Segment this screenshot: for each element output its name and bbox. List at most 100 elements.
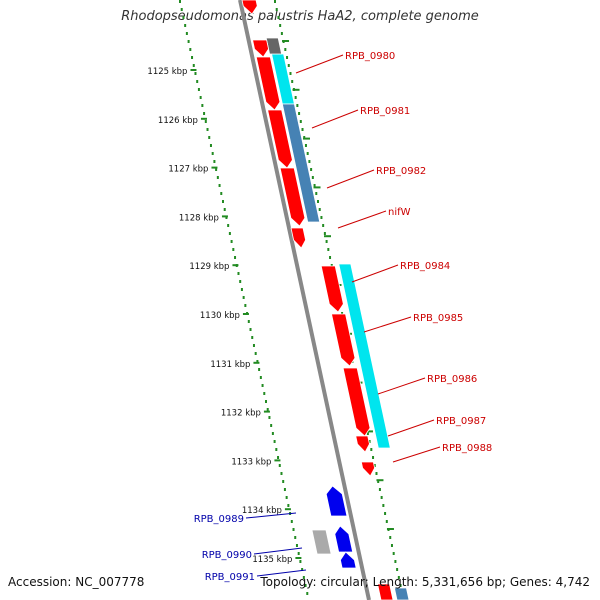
gene-label[interactable]: RPB_0990 [202,550,252,561]
scale-label: 1127 kbp [168,165,208,175]
label-leader [256,569,307,577]
scale-dot [263,392,266,395]
scale-label: 1128 kbp [179,213,219,223]
scale-dot [220,192,223,195]
scale-dot [218,184,221,187]
scale-dot [308,160,311,163]
gene-arrow [342,367,371,437]
scale-dot [179,0,181,3]
scale-dot [375,472,378,475]
scale-dot [310,168,313,171]
scale-dot [294,536,297,539]
scale-dot [396,568,399,571]
scale-dot [206,128,209,131]
scale-dot [327,248,330,251]
scale-dot [242,296,245,299]
scale-dot [320,216,323,219]
scale-dot [249,328,252,331]
scale-dot [227,224,230,227]
scale-dot [287,504,290,507]
gene-arrow [252,39,269,58]
scale-dot [270,424,273,427]
scale-dot [302,576,305,579]
scale-dot [382,504,385,507]
label-leader [326,169,375,189]
label-leader [377,377,426,395]
scale-dot [232,248,235,251]
scale-dot [230,240,233,243]
gene-arrow-reverse [334,525,354,553]
scale-label: 1126 kbp [158,116,198,126]
scale-dot [373,464,376,467]
scale-dot [389,536,392,539]
gene-label[interactable]: RPB_0991 [205,572,255,583]
scale-dot [215,168,218,171]
scale-dot [261,384,264,387]
gene-label[interactable]: nifW [388,207,411,218]
scale-dot [254,352,257,355]
scale-dot [289,72,292,75]
scale-dot [191,56,194,59]
scale-dot [290,520,293,523]
scale-dot [180,8,183,11]
scale-dot [329,256,332,259]
scale-dot [209,144,212,147]
scale-dot [222,200,224,203]
gray-feature [311,529,332,555]
scale-dot [213,160,216,163]
scale-dot [277,456,280,459]
scale-dot [313,184,316,187]
scale-dot [284,48,287,51]
cyan-feature [338,263,391,449]
gray-feature [265,37,283,55]
scale-dot [278,464,281,467]
map-title: Rhodopseudomonas palustris HaA2, complet… [121,9,479,24]
gene-label-leaders [245,54,441,577]
gene-label[interactable]: RPB_0981 [360,106,410,117]
steel-feature [393,587,410,600]
scale-dot [317,200,319,203]
gene-label[interactable]: RPB_0982 [376,166,426,177]
scale-dot [325,240,328,243]
scale-dot [203,112,206,115]
gene-label[interactable]: RPB_0989 [194,514,244,525]
scale-label: 1132 kbp [221,409,261,419]
scale-dot [385,520,388,523]
scale-dot [304,144,307,147]
scale-dot [372,456,375,459]
scale-dot [287,64,290,67]
topology-info-text: Topology: circular; Length: 5,331,656 bp… [260,575,590,589]
label-leader [245,512,297,519]
scale-dot [378,488,381,491]
gene-label[interactable]: RPB_0980 [345,51,395,62]
backbone [238,0,371,600]
scale-dot [252,344,255,347]
scale-label: 1133 kbp [231,457,271,467]
gene-label[interactable]: RPB_0984 [400,261,450,272]
label-leader [337,210,387,229]
scale-dot [299,120,302,123]
scale-label: 1125 kbp [147,67,187,77]
scale-dot [394,560,397,563]
scale-label: 1134 kbp [242,506,282,516]
scale-dot [295,544,298,547]
gene-label[interactable]: RPB_0986 [427,374,477,385]
gene-arrow [355,435,370,453]
scale-dot [192,64,195,67]
scale-dot [275,8,278,11]
gene-label[interactable]: RPB_0987 [436,416,486,427]
gene-label[interactable]: RPB_0988 [442,443,492,454]
scale-dot [390,544,393,547]
scale-dot [301,568,304,571]
gene-label[interactable]: RPB_0985 [413,313,463,324]
scale-dot [370,448,373,451]
scale-dot [185,32,188,35]
scale-dot [341,312,344,315]
scale-dot [282,480,285,483]
gene-labels[interactable]: RPB_0980 RPB_0981 RPB_0982 nifW RPB_0984 RPB_… [194,51,493,583]
scale-dot [286,56,289,59]
label-leader [295,54,344,74]
scale-dot [266,408,269,411]
scale-dot [194,72,197,75]
scale-dot [303,136,306,139]
